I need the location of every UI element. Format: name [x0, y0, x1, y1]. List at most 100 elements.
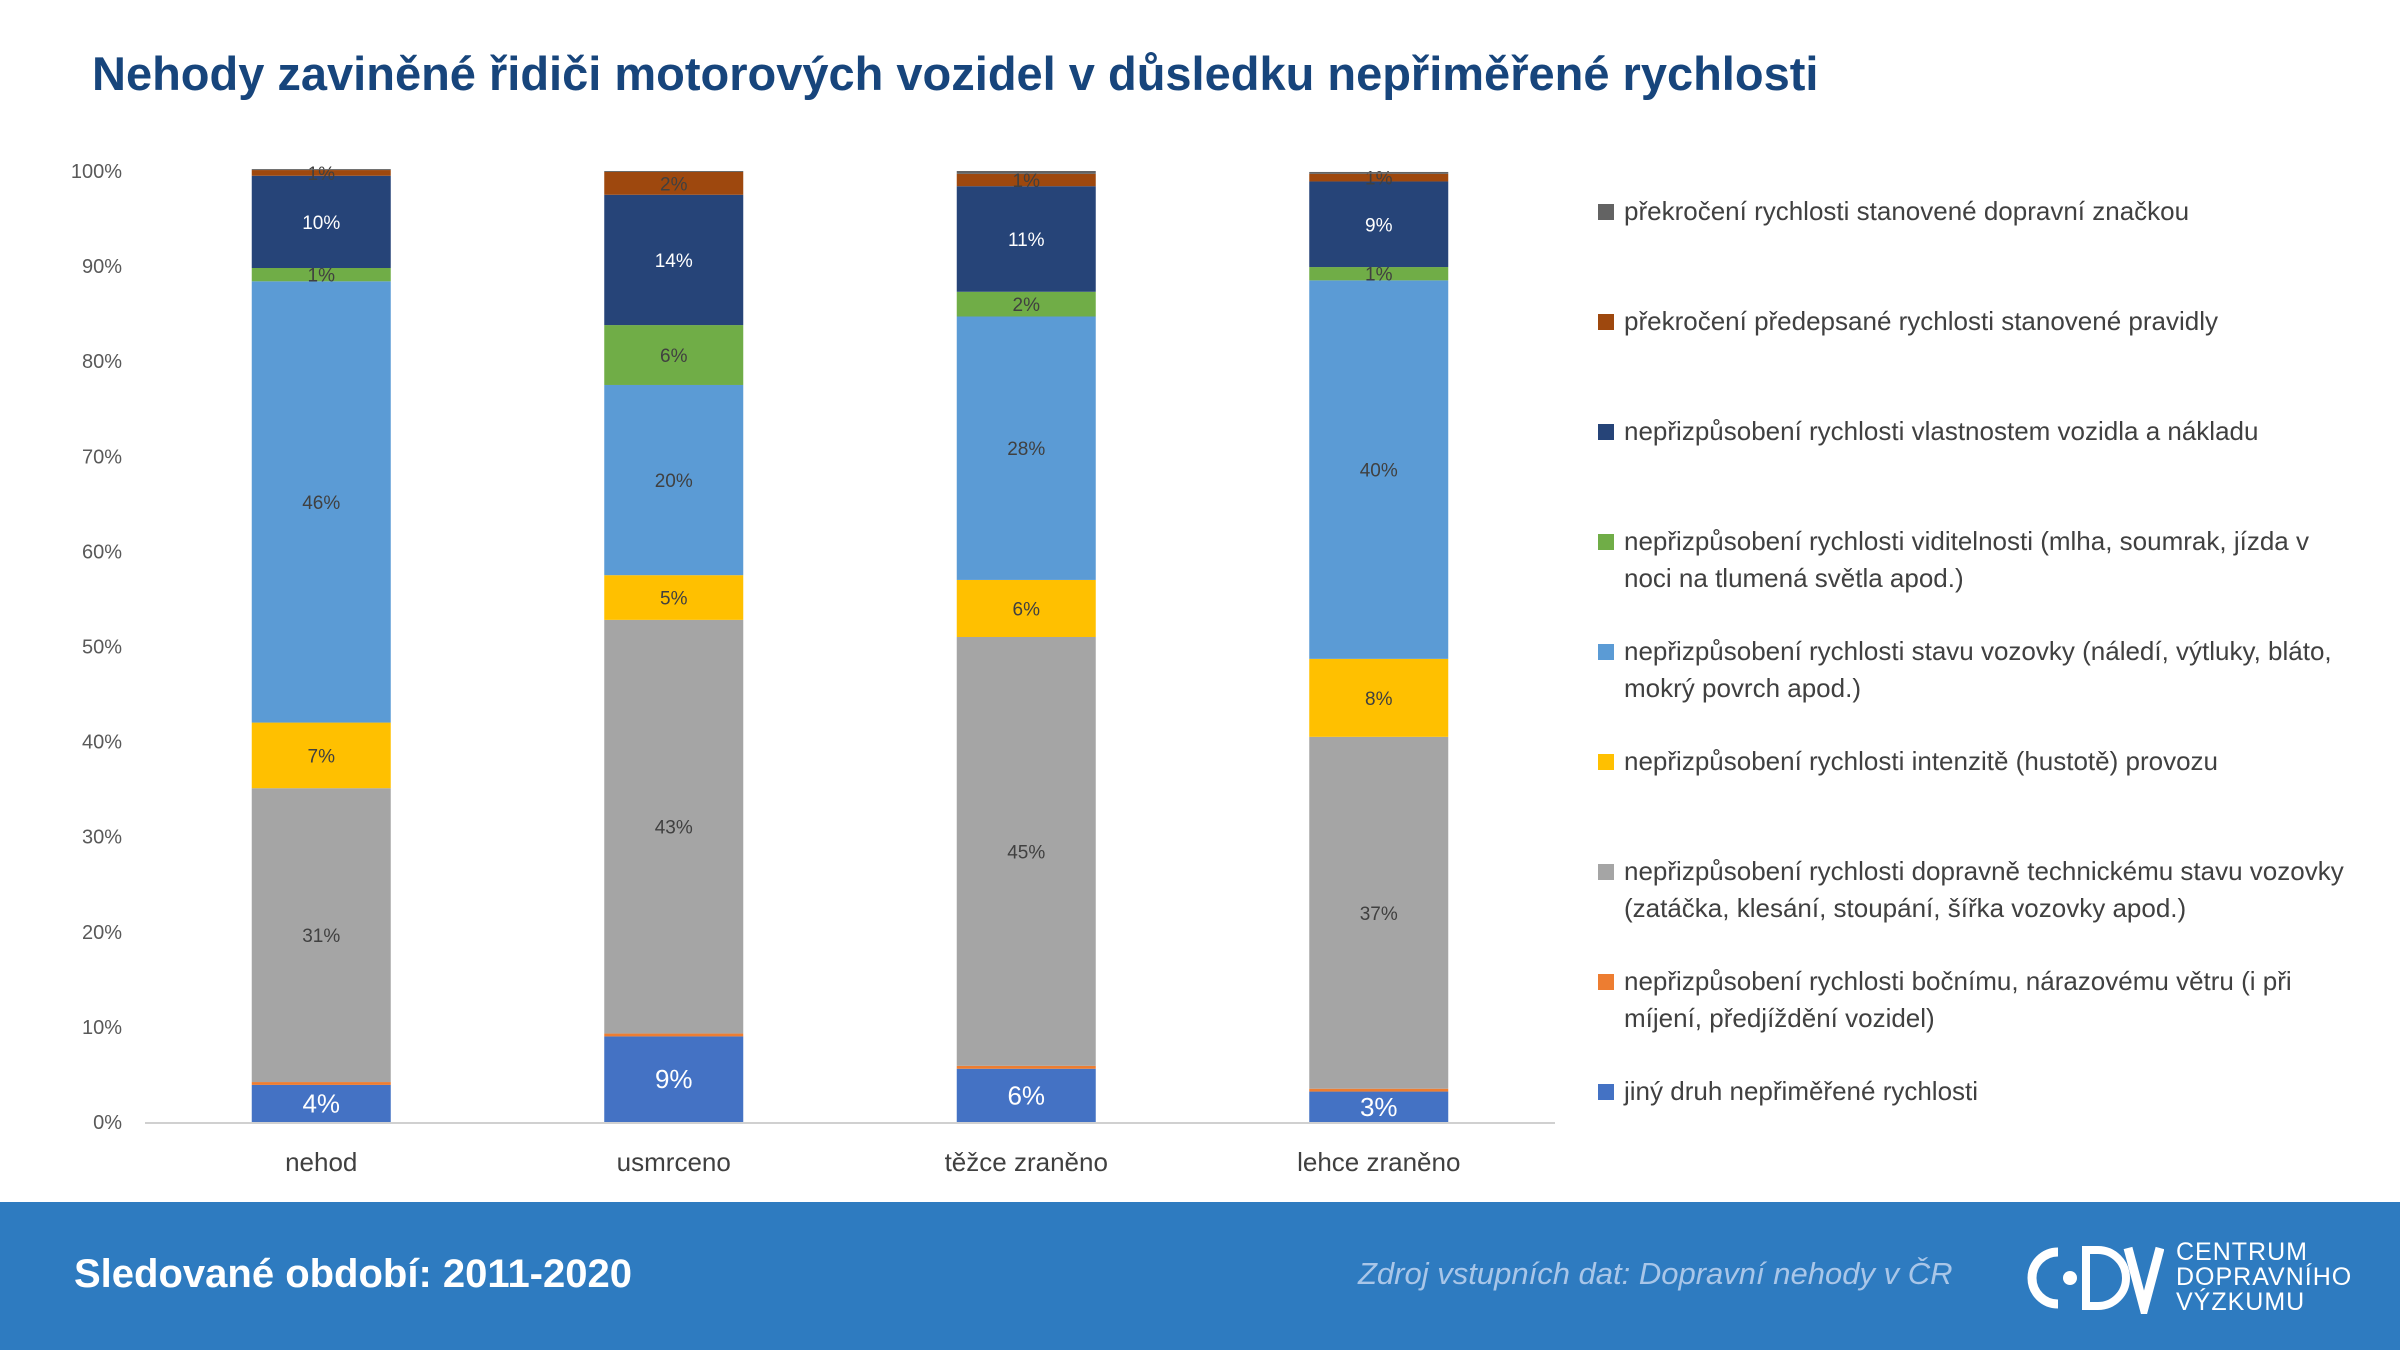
- data-label: 1%: [308, 266, 336, 287]
- bar-segment: [956, 186, 1096, 292]
- bar-segment: [956, 171, 1096, 174]
- bar-segment: [1309, 1088, 1449, 1092]
- legend-label: nepřizpůsobení rychlosti bočnímu, nárazo…: [1624, 966, 2292, 1033]
- logo-text: CENTRUM DOPRAVNÍHO VÝZKUMU: [2176, 1240, 2352, 1315]
- bar-segment: [604, 384, 744, 576]
- bar-segment: [251, 175, 391, 269]
- data-label: 1%: [308, 164, 336, 185]
- bar-segment: [956, 173, 1096, 187]
- data-label: 43%: [655, 818, 693, 839]
- logo-line: DOPRAVNÍHO: [2176, 1263, 2353, 1291]
- bar-segment: [251, 722, 391, 789]
- data-label: 20%: [655, 471, 693, 492]
- data-label: 3%: [1360, 1092, 1398, 1122]
- legend-swatch: [1598, 974, 1614, 990]
- data-label: 1%: [1013, 171, 1041, 192]
- data-label: 1%: [1365, 169, 1393, 190]
- bar-segment: [251, 1084, 391, 1122]
- y-tick-label: 20%: [82, 922, 122, 944]
- legend-item: nepřizpůsobení rychlosti viditelnosti (m…: [1598, 523, 2358, 597]
- legend-item: překročení předepsané rychlosti stanoven…: [1598, 303, 2358, 340]
- y-tick-label: 30%: [82, 827, 122, 849]
- legend-swatch: [1598, 314, 1614, 330]
- legend-label: překročení rychlosti stanovené dopravní …: [1624, 196, 2190, 226]
- bar-segment: [1309, 736, 1449, 1089]
- y-tick-label: 10%: [82, 1017, 122, 1039]
- data-label: 37%: [1360, 904, 1398, 925]
- bar-segment: [251, 1082, 391, 1085]
- bar-segment: [604, 325, 744, 385]
- bar-segment: [251, 788, 391, 1083]
- bar-segment: [251, 281, 391, 723]
- data-label: 2%: [1013, 295, 1041, 316]
- bar-segment: [251, 169, 391, 171]
- bar-segment: [604, 171, 744, 195]
- y-tick-label: 60%: [82, 541, 122, 563]
- data-label: 7%: [308, 746, 336, 767]
- legend-swatch: [1598, 204, 1614, 220]
- legend-label: nepřizpůsobení rychlosti intenzitě (hust…: [1624, 746, 2218, 776]
- data-label: 28%: [1007, 439, 1045, 460]
- bar-segment: [604, 1033, 744, 1037]
- stacked-bar-chart: 0% 10% 20% 30% 40% 50% 60% 70% 80% 90% 100% 4% 31% 7%…: [71, 161, 1555, 1177]
- legend-item: nepřizpůsobení rychlosti dopravně techni…: [1598, 853, 2358, 927]
- y-tick-label: 40%: [82, 732, 122, 754]
- bar-segment: [956, 1068, 1096, 1122]
- bar-segment: [604, 575, 744, 620]
- bar-segment: [1309, 181, 1449, 268]
- bar-segment: [956, 316, 1096, 580]
- y-tick-label: 50%: [82, 637, 122, 659]
- data-label: 5%: [660, 589, 688, 610]
- data-label: 11%: [1008, 230, 1045, 251]
- legend-item: nepřizpůsobení rychlosti bočnímu, nárazo…: [1598, 963, 2358, 1037]
- legend-swatch: [1598, 864, 1614, 880]
- bar-segment: [604, 619, 744, 1034]
- data-label: 46%: [302, 493, 340, 514]
- legend-item: překročení rychlosti stanovené dopravní …: [1598, 193, 2358, 230]
- x-category-label: lehce zraněno: [1297, 1147, 1460, 1177]
- data-label: 10%: [302, 213, 340, 234]
- data-label: 6%: [1007, 1080, 1045, 1110]
- data-label: 9%: [655, 1064, 693, 1094]
- x-category-label: usmrceno: [617, 1147, 731, 1177]
- y-tick-label: 90%: [82, 256, 122, 278]
- cdv-logo-icon: [2027, 1245, 2164, 1314]
- data-label: 6%: [660, 346, 688, 367]
- bar-segment: [604, 171, 744, 172]
- legend-label: překročení předepsané rychlosti stanoven…: [1624, 306, 2219, 336]
- y-tick-label: 0%: [93, 1112, 122, 1134]
- x-category-label: nehod: [285, 1147, 357, 1177]
- legend-label: nepřizpůsobení rychlosti dopravně techni…: [1624, 856, 2344, 923]
- legend-label: jiný druh nepřiměřené rychlosti: [1624, 1076, 1979, 1106]
- chart-title: Nehody zaviněné řidiči motorových vozide…: [92, 47, 1819, 100]
- data-label: 4%: [302, 1088, 340, 1118]
- bar-segment: [251, 268, 391, 282]
- legend-swatch: [1598, 754, 1614, 770]
- bar-segment: [251, 170, 391, 176]
- source-label: Zdroj vstupních dat: Dopravní nehody v Č…: [1358, 1256, 1953, 1291]
- data-label: 40%: [1360, 461, 1398, 482]
- legend-label: nepřizpůsobení rychlosti viditelnosti (m…: [1624, 526, 2309, 593]
- x-category-label: těžce zraněno: [945, 1147, 1108, 1177]
- bar-segment: [1309, 280, 1449, 659]
- legend-swatch: [1598, 1084, 1614, 1100]
- footer-band: Sledované období: 2011-2020 Zdroj vstupn…: [0, 1202, 2400, 1350]
- bar-segment: [956, 291, 1096, 317]
- data-label: 6%: [1013, 599, 1041, 620]
- bar-segment: [604, 1036, 744, 1122]
- cdv-logo: CENTRUM DOPRAVNÍHO VÝZKUMU: [2024, 1240, 2352, 1315]
- logo-line: VÝZKUMU: [2176, 1288, 2306, 1316]
- legend-swatch: [1598, 644, 1614, 660]
- bar-segment: [604, 194, 744, 326]
- bar-segment: [956, 1065, 1096, 1069]
- y-tick-label: 70%: [82, 446, 122, 468]
- bar-segment: [1309, 658, 1449, 737]
- data-label: 14%: [655, 251, 693, 272]
- data-label: 9%: [1365, 215, 1393, 236]
- bar-segment: [1309, 267, 1449, 281]
- bar-segment: [956, 579, 1096, 637]
- y-tick-label: 100%: [71, 161, 122, 183]
- legend-item: nepřizpůsobení rychlosti stavu vozovky (…: [1598, 633, 2358, 707]
- period-label: Sledované období: 2011-2020: [74, 1252, 632, 1296]
- data-label: 31%: [302, 926, 340, 947]
